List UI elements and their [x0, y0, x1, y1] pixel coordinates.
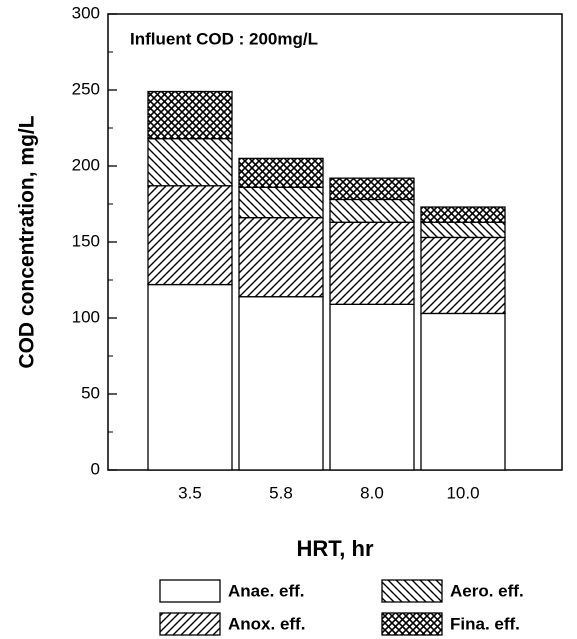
- bar-segment: [420, 236, 506, 315]
- y-tick-label: 200: [72, 155, 100, 174]
- legend-label: Aero. eff.: [450, 581, 524, 600]
- x-tick-label: 5.8: [269, 483, 293, 502]
- y-axis-label: COD concentration, mg/L: [16, 115, 39, 368]
- bar-segment: [420, 221, 506, 239]
- y-tick-label: 150: [72, 231, 100, 250]
- legend-label: Anox. eff.: [228, 614, 305, 633]
- bar-segment: [329, 198, 415, 223]
- y-tick-label: 0: [91, 459, 100, 478]
- x-tick-label: 10.0: [446, 483, 479, 502]
- x-tick-label: 3.5: [178, 483, 202, 502]
- bar-segment: [329, 303, 415, 471]
- bar-segment: [147, 137, 233, 187]
- annotation: Influent COD : 200mg/L: [130, 29, 318, 48]
- bar-segment: [238, 217, 324, 298]
- bar-segment: [329, 221, 415, 305]
- legend-label: Fina. eff.: [450, 614, 520, 633]
- y-tick-label: 100: [72, 307, 100, 326]
- legend-swatch: [381, 579, 443, 603]
- bar-segment: [420, 206, 506, 223]
- y-tick-label: 50: [81, 383, 100, 402]
- y-tick-label: 250: [72, 79, 100, 98]
- bar-segment: [329, 177, 415, 201]
- bar-segment: [147, 90, 233, 140]
- legend-label: Anae. eff.: [228, 581, 305, 600]
- bar-segment: [147, 283, 233, 471]
- bar-segment: [238, 157, 324, 188]
- x-tick-label: 8.0: [360, 483, 384, 502]
- y-tick-label: 300: [72, 3, 100, 22]
- bar-segment: [420, 312, 506, 471]
- legend-swatch: [159, 612, 221, 636]
- bar-segment: [147, 185, 233, 286]
- x-axis-label: HRT, hr: [297, 536, 374, 561]
- legend-swatch: [159, 579, 221, 603]
- bar-segment: [238, 186, 324, 219]
- bar-segment: [238, 296, 324, 471]
- legend-swatch: [381, 612, 443, 636]
